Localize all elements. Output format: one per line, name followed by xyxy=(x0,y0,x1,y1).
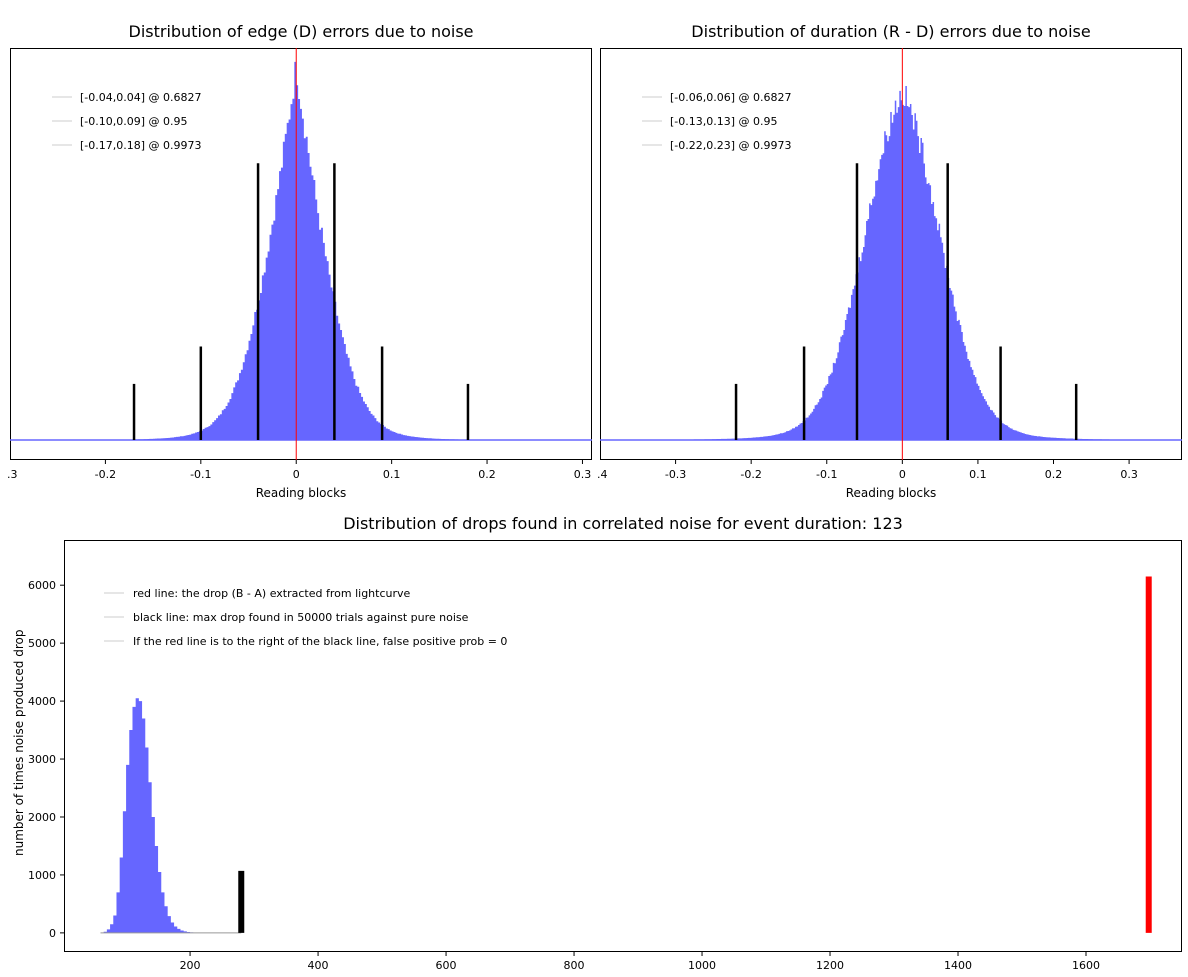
chart1-legend-entry: [-0.17,0.18] @ 0.9973 xyxy=(80,139,202,152)
chart2-x-tick-label: 0.2 xyxy=(1045,468,1063,481)
chart3-y-tick-label: 4000 xyxy=(28,695,56,708)
chart2-histogram xyxy=(668,86,1139,441)
chart3-histogram xyxy=(100,698,242,933)
chart2-x-tick-label: 0.3 xyxy=(1120,468,1138,481)
chart1-x-tick-label: -0.1 xyxy=(190,468,211,481)
chart3-y-tick-label: 6000 xyxy=(28,579,56,592)
chart1-x-tick-label: 0.2 xyxy=(478,468,496,481)
chart1-title: Distribution of edge (D) errors due to n… xyxy=(128,22,474,41)
chart3-x-tick-label: 800 xyxy=(564,959,585,972)
chart2-x-axis-label: Reading blocks xyxy=(845,486,937,500)
chart3-x-tick-label: 1000 xyxy=(688,959,716,972)
chart3-x-tick-label: 600 xyxy=(436,959,457,972)
chart3-x-tick-label: 1600 xyxy=(1072,959,1100,972)
chart1-x-tick-label: 0 xyxy=(293,468,300,481)
chart3-y-tick-label: 1000 xyxy=(28,869,56,882)
chart1-x-tick-label: -0.2 xyxy=(95,468,116,481)
chart3-y-tick-label: 5000 xyxy=(28,637,56,650)
chart2-x-tick-label-clipped: .4 xyxy=(597,468,608,481)
chart3-x-tick-label: 1400 xyxy=(944,959,972,972)
chart2-x-tick-label: -0.3 xyxy=(665,468,686,481)
chart3-plot-area xyxy=(64,540,1182,952)
chart2-legend-entry: [-0.13,0.13] @ 0.95 xyxy=(670,115,778,128)
chart3-x-tick-label: 400 xyxy=(308,959,329,972)
chart3-legend-entry: If the red line is to the right of the b… xyxy=(133,635,507,648)
chart1-histogram xyxy=(116,61,478,440)
chart1-x-axis-label: Reading blocks xyxy=(255,486,347,500)
chart3-legend-entry: red line: the drop (B - A) extracted fro… xyxy=(133,587,411,600)
chart1-x-tick-label: 0.3 xyxy=(574,468,592,481)
chart3-title: Distribution of drops found in correlate… xyxy=(343,514,903,533)
chart2-legend-entry: [-0.06,0.06] @ 0.6827 xyxy=(670,91,792,104)
chart2-x-tick-label: 0.1 xyxy=(969,468,987,481)
chart2-legend-entry: [-0.22,0.23] @ 0.9973 xyxy=(670,139,792,152)
chart2-x-tick-label: 0 xyxy=(899,468,906,481)
chart3-y-tick-label: 2000 xyxy=(28,811,56,824)
chart1-x-tick-label: 0.1 xyxy=(383,468,401,481)
chart1-legend-entry: [-0.10,0.09] @ 0.95 xyxy=(80,115,188,128)
chart2-x-tick-label: -0.1 xyxy=(816,468,837,481)
chart3-legend-entry: black line: max drop found in 50000 tria… xyxy=(133,611,469,624)
chart3-y-axis-label: number of times noise produced drop xyxy=(12,629,26,856)
chart2-x-tick-label: -0.2 xyxy=(740,468,761,481)
chart3-y-tick-label: 3000 xyxy=(28,753,56,766)
chart1-legend-entry: [-0.04,0.04] @ 0.6827 xyxy=(80,91,202,104)
chart3-x-tick-label: 1200 xyxy=(816,959,844,972)
chart3-y-tick-label: 0 xyxy=(49,927,56,940)
chart3-x-tick-label: 200 xyxy=(180,959,201,972)
chart2-title: Distribution of duration (R - D) errors … xyxy=(691,22,1091,41)
chart1-x-tick-label-clipped: .3 xyxy=(7,468,18,481)
